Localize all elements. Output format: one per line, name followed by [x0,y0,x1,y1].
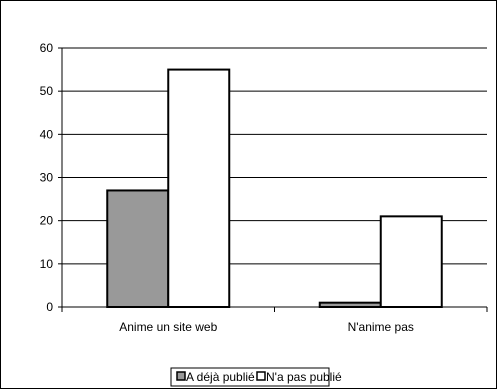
legend-swatch-not-published [256,371,266,381]
x-tick-label: N'anime pas [348,320,414,334]
y-tick-label: 60 [40,41,54,55]
x-tick-label: Anime un site web [119,320,217,334]
y-tick-label: 10 [40,257,54,271]
legend-box [170,367,330,387]
bars [106,68,443,309]
legend-label-published: A déjà publié [186,370,255,384]
y-tick-labels: 0 10 20 30 40 50 60 [40,41,62,314]
legend-label-not-published: N'a pas publié [266,370,342,384]
y-tick-label: 30 [40,171,54,185]
bar-published-1 [318,301,382,308]
bar-published-0 [106,189,170,308]
y-tick-label: 50 [40,84,54,98]
x-tick-labels: Anime un site web N'anime pas [61,307,488,334]
legend-swatch-published [176,371,186,381]
y-tick-label: 20 [40,214,54,228]
y-tick-label: 40 [40,127,54,141]
legend: A déjà publié N'a pas publié [170,367,342,387]
bar-not-published-0 [167,68,231,309]
y-tick-label: 0 [46,300,53,314]
bar-not-published-1 [379,215,443,309]
